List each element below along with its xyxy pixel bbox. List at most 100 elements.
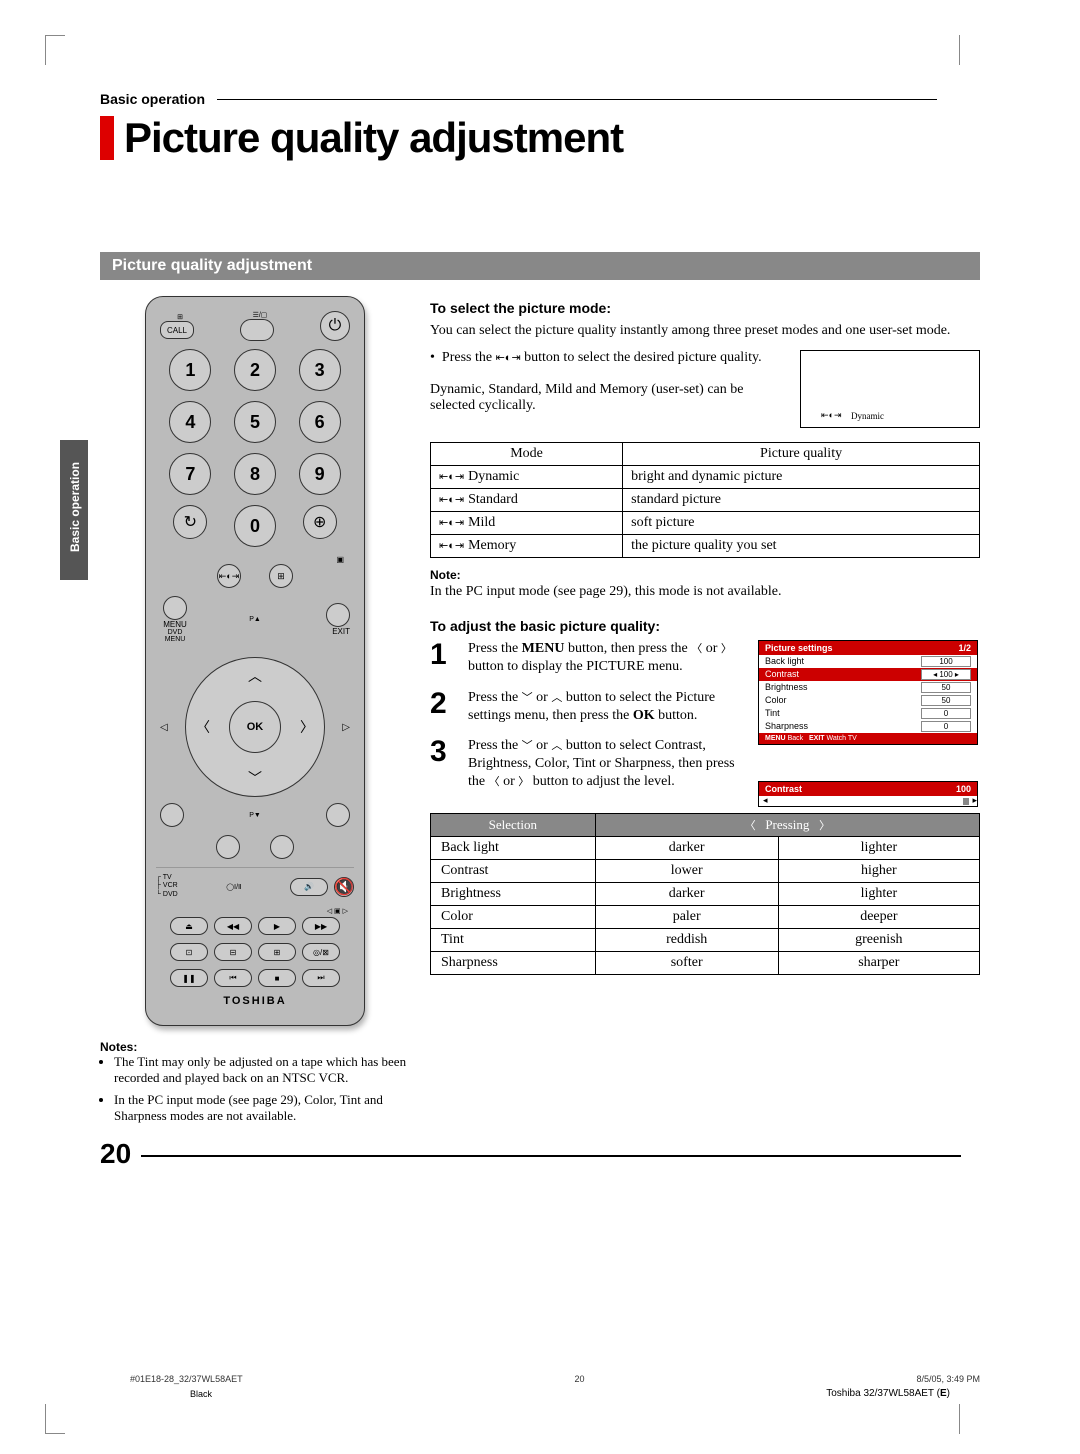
mode-th: Mode: [431, 443, 623, 466]
exit-button: [326, 603, 350, 627]
num-3: 3: [299, 349, 341, 391]
teletext-button: [240, 319, 274, 341]
footer-model: Toshiba 32/37WL58AET (E): [826, 1388, 950, 1399]
ff-button: ▶▶: [302, 917, 340, 935]
osd-menu: Picture settings1/2 Back light100 Contra…: [758, 640, 978, 745]
color-red: [160, 803, 184, 827]
source-button: ⊕: [303, 505, 337, 539]
nav-up: ︿: [248, 666, 262, 686]
mode-table: Mode Picture quality ⇤◐⇥Dynamicbright an…: [430, 442, 980, 558]
select-mode-bullet: • Press the ⇤◐⇥ button to select the des…: [430, 350, 786, 428]
play-button: ▶: [258, 917, 296, 935]
select-mode-intro: You can select the picture quality insta…: [430, 322, 980, 340]
color-blue: [326, 803, 350, 827]
num-4: 4: [169, 401, 211, 443]
page-title-row: Picture quality adjustment: [100, 114, 980, 162]
remote-illustration: ⊞ CALL ☰/▢ ⏻ 1 2 3 4 5 6: [145, 296, 365, 1026]
picture-mode-icon: ⇤◐⇥: [496, 352, 521, 364]
stop-button: ■: [258, 969, 296, 987]
eject-button: ⏏: [170, 917, 208, 935]
tt4-button: ◎/⊠: [302, 943, 340, 961]
pic-mode-button: ⇤◐⇥: [217, 564, 241, 588]
sub-header: Picture quality adjustment: [100, 252, 980, 280]
step-2: 2 Press the ﹀ or ︿ button to select the …: [430, 689, 744, 725]
press-th: 〈 Pressing 〉: [595, 814, 979, 837]
p-up-label: P▲: [240, 616, 270, 623]
nav-right: 〉: [300, 717, 314, 737]
color-green: [216, 835, 240, 859]
mode-switch: ┌ TV ├ VCR └ DVD: [156, 874, 178, 899]
tt1-button: ⊡: [170, 943, 208, 961]
title-red-bar: [100, 116, 114, 160]
power-button: ⏻: [320, 311, 350, 341]
ok-button: OK: [229, 701, 281, 753]
osd-icon: ⇤◐⇥: [821, 410, 842, 421]
footer-row: #01E18-28_32/37WL58AET 20 8/5/05, 3:49 P…: [130, 1374, 980, 1384]
num-1: 1: [169, 349, 211, 391]
tt2-button: ⊟: [214, 943, 252, 961]
num-2: 2: [234, 349, 276, 391]
footer-file: #01E18-28_32/37WL58AET: [130, 1374, 243, 1384]
pause-button: ❚❚: [170, 969, 208, 987]
num-0: 0: [234, 505, 276, 547]
press-table: Selection 〈 Pressing 〉 Back lightdarkerl…: [430, 813, 980, 975]
nav-left: 〈: [196, 717, 210, 737]
note-item: The Tint may only be adjusted on a tape …: [114, 1054, 410, 1086]
notes-list: The Tint may only be adjusted on a tape …: [114, 1054, 410, 1124]
section-rule: [217, 99, 937, 100]
prev-button: ⏮: [214, 969, 252, 987]
step-3: 3 Press the ﹀ or ︿ button to select Cont…: [430, 737, 744, 792]
call-button: CALL: [160, 321, 194, 339]
osd-preview: ⇤◐⇥ Dynamic: [800, 350, 980, 428]
call-label: ⊞: [160, 313, 200, 321]
vol-down-icon: ◁: [160, 722, 168, 733]
menu-button: [163, 596, 187, 620]
step-1: 1 Press the MENU button, then press the …: [430, 640, 744, 676]
note-text: In the PC input mode (see page 29), this…: [430, 584, 781, 599]
p-dn-label: P▼: [249, 812, 261, 819]
next-button: ⏭: [302, 969, 340, 987]
notes-header: Notes:: [100, 1040, 410, 1054]
crop-mark: [45, 1404, 65, 1434]
adjust-heading: To adjust the basic picture quality:: [430, 618, 980, 634]
section-header: Basic operation: [100, 90, 980, 108]
osd-label: Dynamic: [851, 411, 884, 421]
exit-label: EXIT: [320, 603, 350, 636]
teletext-label: ☰/▢: [240, 311, 280, 319]
crop-mark: [950, 35, 960, 65]
quality-th: Picture quality: [623, 443, 980, 466]
crop-mark: [45, 35, 65, 65]
number-pad: 1 2 3 4 5 6 7 8 9 ↻ 0 ⊕: [168, 349, 342, 547]
color-yellow: [270, 835, 294, 859]
mute-button: 🔇: [334, 877, 354, 897]
aspect-button: ⊞: [269, 564, 293, 588]
note-block: Note: In the PC input mode (see page 29)…: [430, 568, 980, 600]
nav-down: ﹀: [248, 768, 262, 788]
note-item: In the PC input mode (see page 29), Colo…: [114, 1092, 410, 1124]
num-9: 9: [299, 453, 341, 495]
rew-button: ◀◀: [214, 917, 252, 935]
num-8: 8: [234, 453, 276, 495]
crop-mark: [950, 1404, 960, 1434]
footer-page: 20: [575, 1374, 585, 1384]
vol-up-icon: ▷: [342, 722, 350, 733]
footer-date: 8/5/05, 3:49 PM: [916, 1374, 980, 1384]
pip-icon: ▣: [160, 555, 344, 564]
vol-button: 🔊: [290, 878, 328, 896]
side-tab-label: Basic operation: [68, 452, 82, 562]
tt3-button: ⊞: [258, 943, 296, 961]
num-6: 6: [299, 401, 341, 443]
page-title: Picture quality adjustment: [124, 114, 623, 162]
footer-color: Black: [190, 1389, 212, 1399]
brand-label: TOSHIBA: [160, 995, 350, 1007]
num-7: 7: [169, 453, 211, 495]
return-button: ↻: [173, 505, 207, 539]
side-tab: Basic operation: [60, 440, 88, 580]
sel-th: Selection: [431, 814, 596, 837]
osd-slider: Contrast100 ◂▸: [758, 781, 978, 807]
num-5: 5: [234, 401, 276, 443]
page-number: 20: [100, 1138, 961, 1170]
select-mode-heading: To select the picture mode:: [430, 300, 980, 316]
note-label: Note:: [430, 568, 461, 582]
section-label: Basic operation: [100, 91, 205, 107]
